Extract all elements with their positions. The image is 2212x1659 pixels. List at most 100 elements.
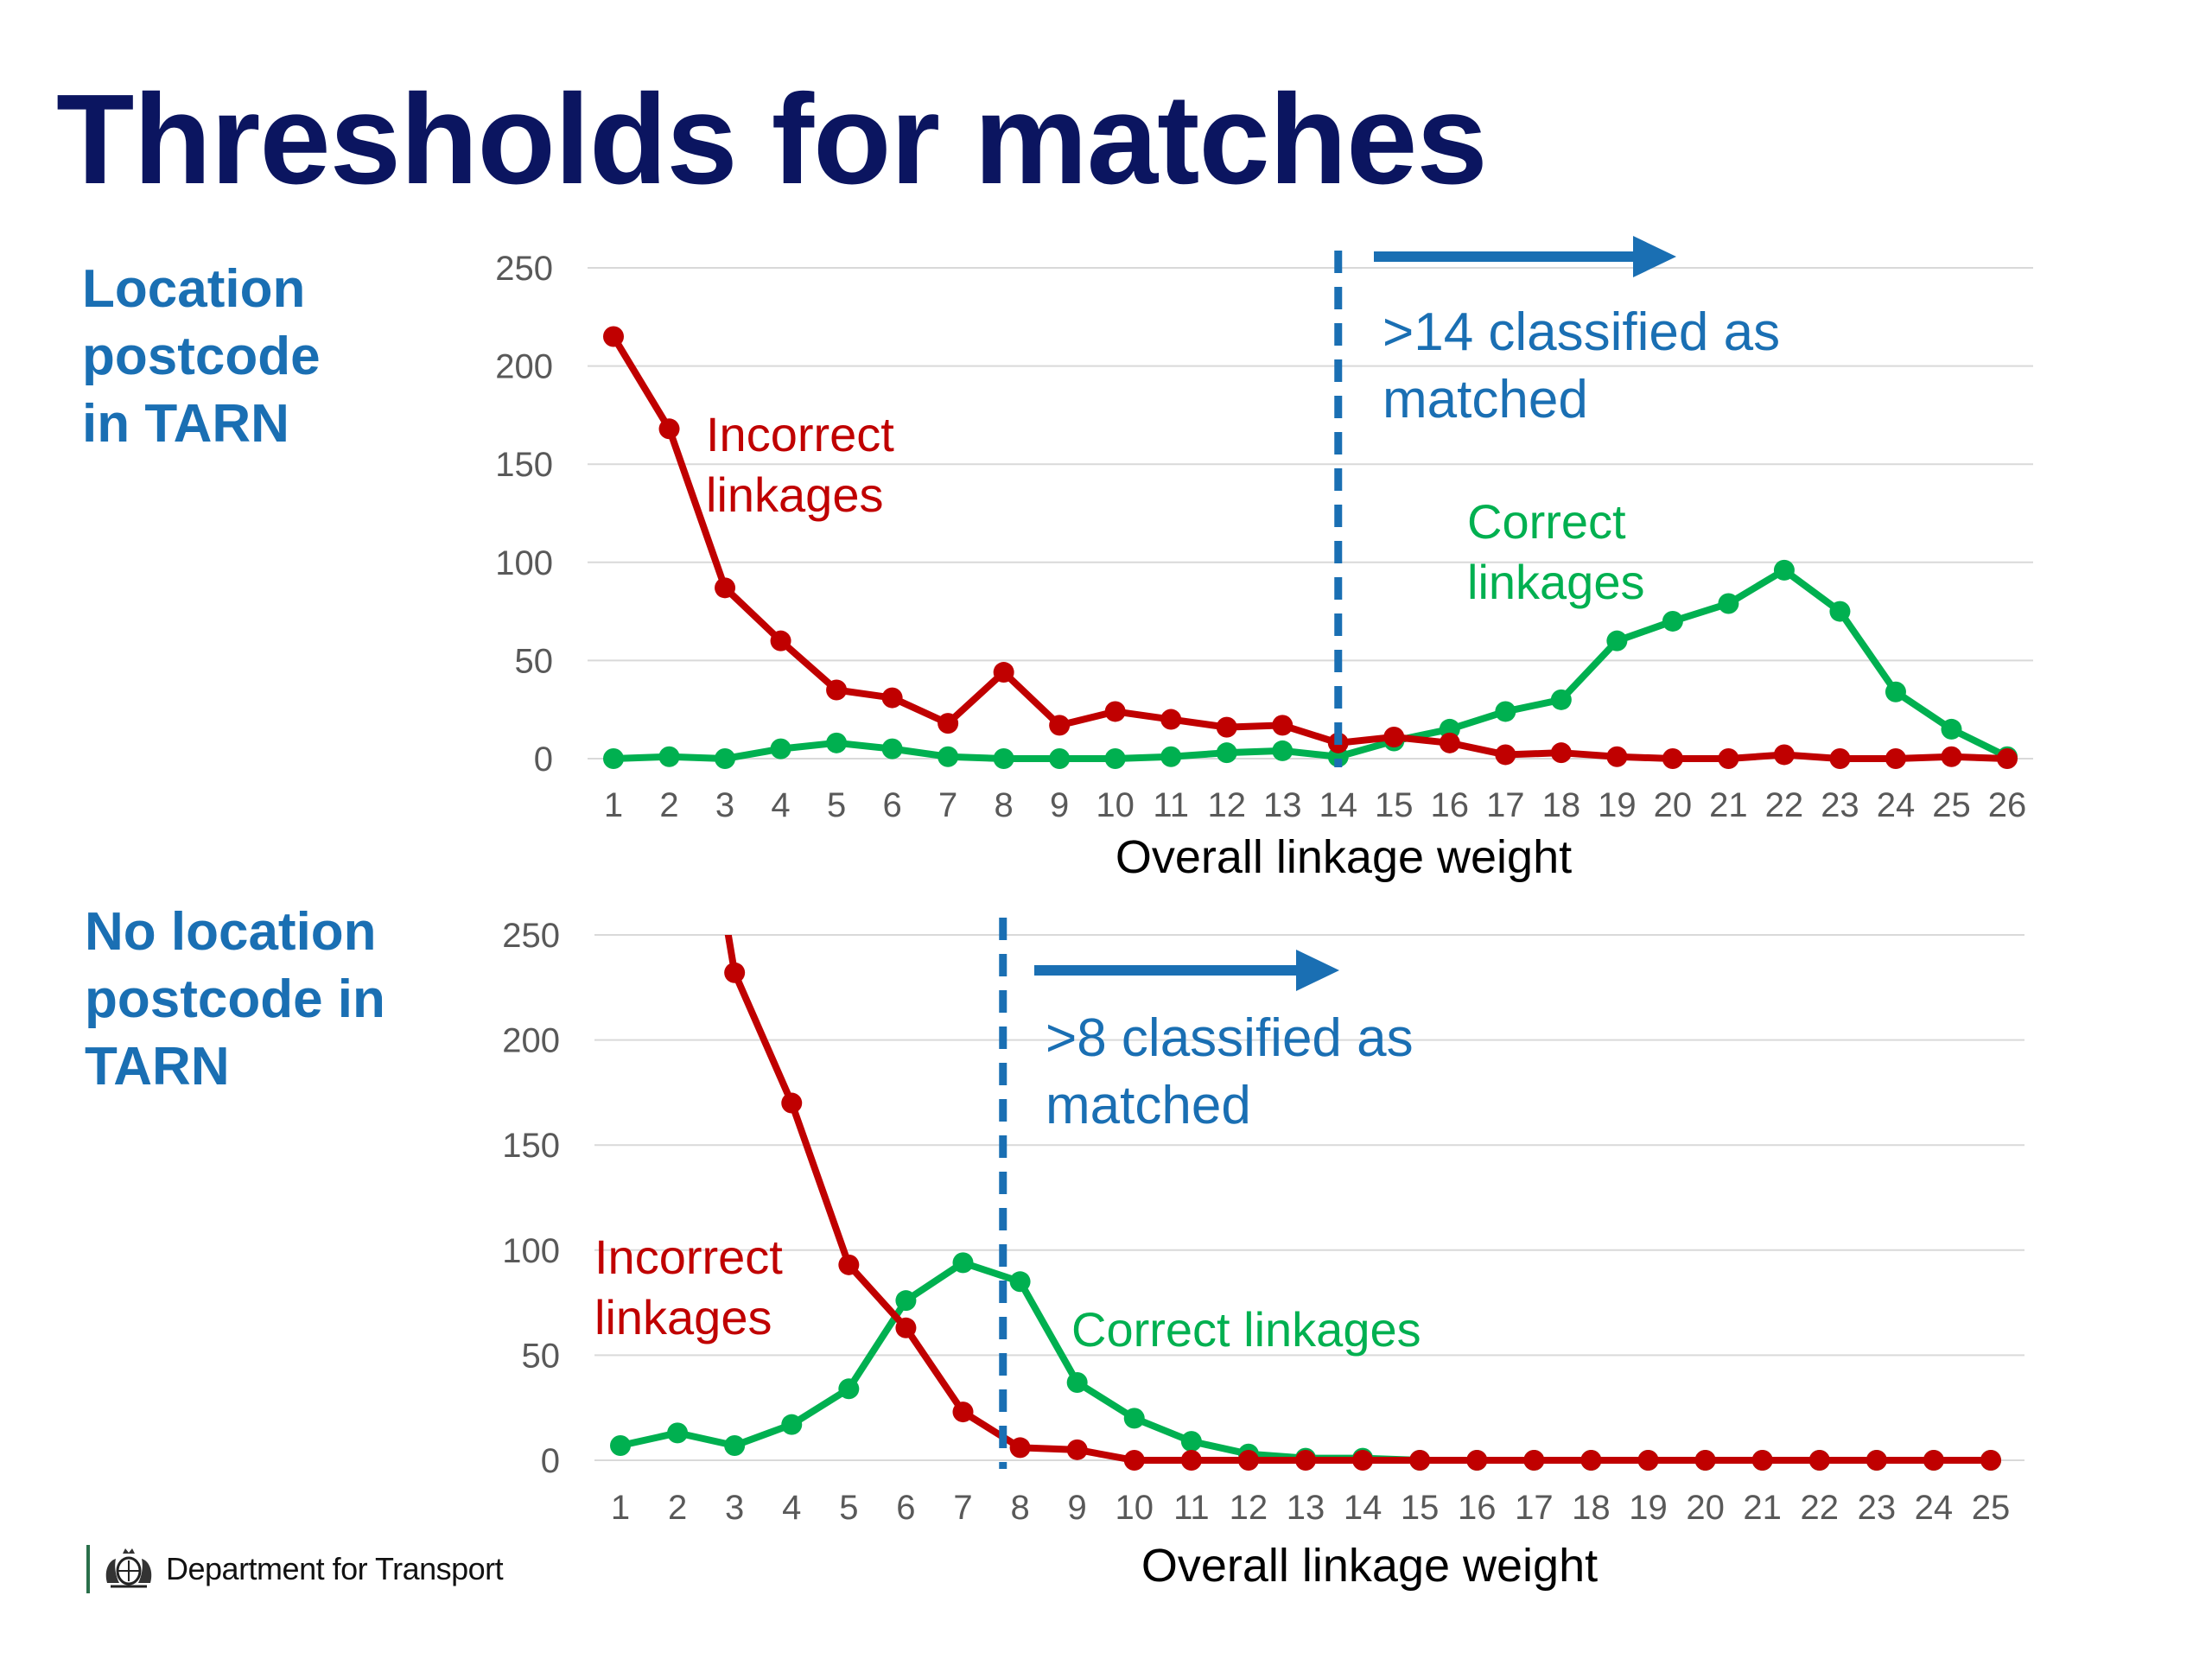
royal-crest-icon bbox=[105, 1548, 152, 1588]
data-point-correct bbox=[1941, 718, 1962, 740]
x-tick-label: 25 bbox=[1972, 1489, 2011, 1527]
data-point-correct bbox=[1662, 610, 1683, 632]
x-tick-label: 24 bbox=[1915, 1489, 1954, 1527]
data-point-correct bbox=[770, 738, 791, 760]
data-point-incorrect bbox=[1829, 748, 1851, 769]
threshold-annotation: matched bbox=[1382, 370, 1588, 429]
data-point-incorrect bbox=[1941, 746, 1962, 767]
x-tick-label: 13 bbox=[1263, 786, 1302, 824]
data-point-incorrect bbox=[1773, 744, 1795, 766]
x-tick-label: 13 bbox=[1287, 1489, 1325, 1527]
series-label-incorrect: Incorrect bbox=[706, 407, 894, 461]
y-tick-label: 50 bbox=[522, 1337, 561, 1375]
data-point-incorrect bbox=[1466, 1450, 1488, 1471]
data-point-correct bbox=[715, 748, 736, 769]
x-tick-label: 12 bbox=[1207, 786, 1246, 824]
data-point-correct bbox=[838, 1378, 860, 1400]
x-tick-label: 11 bbox=[1173, 1489, 1210, 1527]
x-tick-label: 6 bbox=[896, 1489, 915, 1527]
department-name: Department for Transport bbox=[166, 1551, 504, 1586]
y-tick-label: 200 bbox=[502, 1022, 560, 1060]
x-tick-label: 5 bbox=[839, 1489, 858, 1527]
data-point-correct bbox=[603, 748, 624, 769]
x-tick-label: 22 bbox=[1765, 786, 1804, 824]
data-point-incorrect bbox=[1383, 727, 1405, 748]
data-point-correct bbox=[1550, 689, 1572, 710]
data-point-incorrect bbox=[1049, 715, 1071, 736]
x-tick-label: 10 bbox=[1116, 1489, 1154, 1527]
x-tick-label: 17 bbox=[1515, 1489, 1554, 1527]
x-tick-label: 9 bbox=[1050, 786, 1069, 824]
data-point-incorrect bbox=[1997, 748, 2018, 769]
data-point-incorrect bbox=[1272, 715, 1294, 736]
series-line-correct bbox=[613, 566, 2009, 762]
x-tick-label: 20 bbox=[1686, 1489, 1725, 1527]
x-tick-label: 8 bbox=[995, 786, 1014, 824]
data-point-incorrect bbox=[1352, 1450, 1374, 1471]
data-point-incorrect bbox=[952, 1402, 974, 1423]
x-tick-label: 2 bbox=[668, 1489, 687, 1527]
panel-label-line: Location bbox=[82, 259, 306, 319]
x-tick-label: 14 bbox=[1344, 1489, 1382, 1527]
data-point-correct bbox=[826, 732, 848, 753]
data-point-incorrect bbox=[1104, 701, 1126, 722]
x-tick-label: 8 bbox=[1010, 1489, 1029, 1527]
data-point-incorrect bbox=[1009, 1437, 1031, 1459]
data-point-incorrect bbox=[781, 1092, 803, 1114]
threshold-annotation: >8 classified as bbox=[1046, 1008, 1414, 1068]
data-point-correct bbox=[1718, 593, 1739, 614]
data-point-incorrect bbox=[1718, 748, 1739, 769]
data-point-correct bbox=[1049, 748, 1071, 769]
data-point-incorrect bbox=[1580, 1450, 1602, 1471]
data-point-correct bbox=[1773, 559, 1795, 581]
data-point-correct bbox=[610, 1434, 631, 1456]
data-point-incorrect bbox=[826, 679, 848, 701]
x-tick-label: 18 bbox=[1572, 1489, 1611, 1527]
panel-label-location-postcode: Location postcode in TARN bbox=[82, 256, 321, 458]
footer-divider bbox=[86, 1545, 90, 1593]
data-point-correct bbox=[881, 738, 903, 760]
threshold-arrow-head bbox=[1633, 236, 1676, 277]
x-tick-label: 7 bbox=[938, 786, 957, 824]
x-tick-label: 19 bbox=[1629, 1489, 1668, 1527]
data-point-correct bbox=[952, 1252, 974, 1274]
x-tick-label: 21 bbox=[1709, 786, 1748, 824]
data-point-incorrect bbox=[1550, 742, 1572, 764]
data-point-correct bbox=[1066, 1372, 1088, 1394]
x-tick-label: 9 bbox=[1068, 1489, 1087, 1527]
x-tick-label: 1 bbox=[611, 1489, 630, 1527]
x-tick-label: 4 bbox=[771, 786, 790, 824]
data-point-correct bbox=[895, 1290, 917, 1312]
data-point-correct bbox=[1885, 681, 1906, 702]
data-point-incorrect bbox=[715, 577, 736, 599]
x-tick-label: 26 bbox=[1988, 786, 2027, 824]
x-tick-label: 1 bbox=[604, 786, 623, 824]
x-tick-label: 3 bbox=[715, 786, 734, 824]
x-tick-label: 21 bbox=[1743, 1489, 1782, 1527]
y-tick-label: 200 bbox=[495, 348, 553, 386]
data-point-incorrect bbox=[658, 418, 680, 440]
y-tick-label: 250 bbox=[495, 250, 553, 288]
data-point-incorrect bbox=[1885, 748, 1906, 769]
data-point-correct bbox=[1180, 1431, 1202, 1452]
y-tick-label: 250 bbox=[502, 917, 560, 955]
data-point-correct bbox=[1123, 1408, 1145, 1429]
x-tick-label: 11 bbox=[1153, 786, 1189, 824]
panel-label-line: postcode in bbox=[85, 969, 385, 1029]
panel-label-line: TARN bbox=[85, 1037, 230, 1096]
data-point-correct bbox=[938, 746, 959, 767]
data-point-incorrect bbox=[881, 687, 903, 709]
x-tick-label: 10 bbox=[1096, 786, 1135, 824]
x-tick-label: 22 bbox=[1801, 1489, 1840, 1527]
data-point-incorrect bbox=[1751, 1450, 1773, 1471]
x-tick-label: 7 bbox=[953, 1489, 972, 1527]
x-tick-label: 19 bbox=[1598, 786, 1637, 824]
slide-title: Thresholds for matches bbox=[56, 68, 1488, 211]
threshold-annotation: matched bbox=[1046, 1076, 1251, 1135]
series-label-incorrect: Incorrect bbox=[594, 1230, 783, 1284]
threshold-annotation: >14 classified as bbox=[1382, 302, 1780, 362]
x-tick-label: 16 bbox=[1458, 1489, 1497, 1527]
panel-label-line: in TARN bbox=[82, 394, 289, 454]
data-point-incorrect bbox=[1180, 1450, 1202, 1471]
data-point-incorrect bbox=[1409, 1450, 1431, 1471]
